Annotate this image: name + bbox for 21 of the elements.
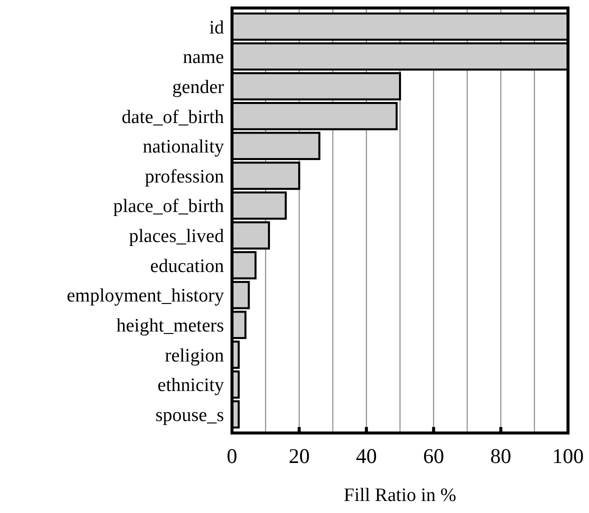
y-tick-label: height_meters [116,316,224,337]
y-tick-label: nationality [142,136,224,158]
y-tick-label: places_lived [129,226,224,248]
y-tick-label: education [150,256,224,277]
y-tick-label: profession [144,166,224,188]
y-tick-label: religion [164,345,224,366]
y-tick-label: date_of_birth [122,106,224,128]
y-tick-label: employment_history [66,286,224,307]
y-tick-label: place_of_birth [113,196,224,218]
y-tick-label: name [182,47,224,68]
y-tick-label: ethnicity [158,375,224,396]
x-tick-label: 0 [226,444,238,468]
x-tick-label: 20 [288,444,310,468]
x-tick-label: 60 [423,444,444,468]
y-tick-label: id [209,17,224,38]
y-tick-label: gender [172,76,225,98]
y-tick-label: spouse_s [155,405,224,426]
x-tick-label: 80 [490,444,512,468]
x-tick-label: 40 [356,444,377,468]
x-tick-label: 100 [552,444,584,468]
x-axis-title: Fill Ratio in % [344,485,456,506]
